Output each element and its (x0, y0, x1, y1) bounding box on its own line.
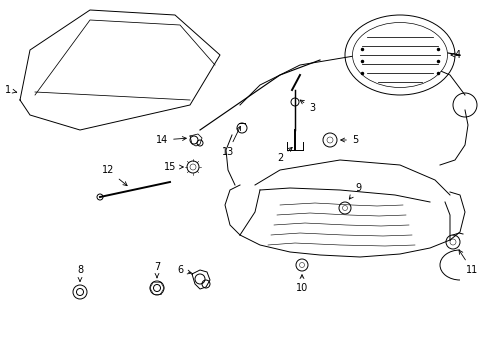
Text: 2: 2 (276, 148, 292, 163)
Text: 3: 3 (300, 100, 314, 113)
Text: 12: 12 (102, 165, 127, 186)
Text: 9: 9 (348, 183, 360, 199)
Text: 10: 10 (295, 275, 307, 293)
Text: 11: 11 (458, 250, 477, 275)
Text: 8: 8 (77, 265, 83, 281)
Ellipse shape (352, 23, 447, 87)
Text: 5: 5 (340, 135, 357, 145)
Text: 14: 14 (156, 135, 186, 145)
Text: 1: 1 (5, 85, 17, 95)
Text: 15: 15 (163, 162, 183, 172)
Text: 7: 7 (154, 262, 160, 278)
Text: 13: 13 (222, 126, 240, 157)
Text: 6: 6 (177, 265, 191, 275)
Text: 4: 4 (450, 50, 460, 60)
Ellipse shape (345, 15, 454, 95)
